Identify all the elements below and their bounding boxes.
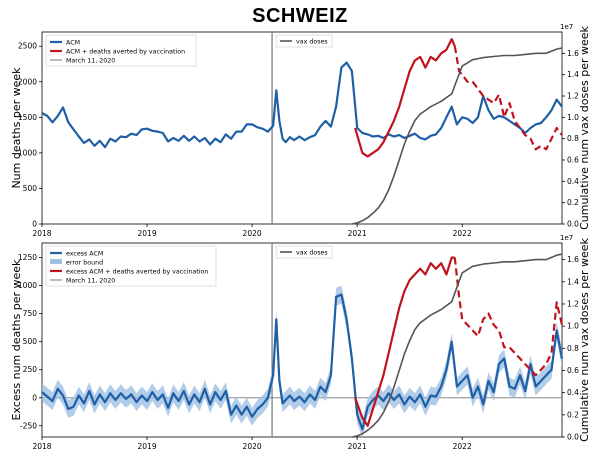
x-tick-label: 2021 (348, 442, 367, 451)
legend-label: March 11, 2020 (66, 277, 115, 284)
y2-tick-label: 1.6 (567, 255, 579, 264)
series-line-averted (453, 46, 563, 151)
series-line-averted (453, 257, 564, 377)
series-line-averted (354, 256, 455, 427)
y2-tick-label: 1.0 (567, 113, 579, 122)
legend-label: error bound (66, 259, 103, 266)
y2-tick-label: 1.4 (567, 70, 579, 79)
y-tick-label: -250 (20, 421, 37, 430)
y2-tick-label: 1.2 (567, 299, 579, 308)
series-line-acm (41, 293, 564, 431)
y2-exponent: 1e7 (560, 234, 573, 242)
y-tick-label: 1500 (18, 113, 37, 122)
y-tick-label: 0 (32, 393, 37, 402)
plot-frame (41, 242, 563, 438)
error-band (42, 285, 562, 439)
legend-left: ACM ACM + deaths averted by vaccination Ma… (45, 34, 197, 67)
x-tick-label: 2018 (32, 442, 51, 451)
y2-tick-label: 1.4 (567, 277, 579, 286)
legend-box (275, 245, 333, 259)
x-tick-label: 2022 (453, 442, 472, 451)
legend-box (45, 34, 197, 67)
x-tick-label: 2020 (243, 229, 262, 238)
legend-label: ACM + deaths averted by vaccination (66, 48, 185, 55)
y2-tick-label: 0.6 (567, 366, 579, 375)
y2-axis-label: Cumulative num vax doses per week (578, 237, 591, 441)
chart-panel-1: 2018 2019 2020 2021 2022 0 500 1000 1500 2000 2500… (10, 23, 591, 238)
y-tick-label: 1000 (18, 148, 37, 157)
y2-tick-label: 1.0 (567, 322, 579, 331)
y-tick-label: 0 (32, 220, 37, 229)
y-tick-label: 500 (23, 337, 38, 346)
x-tick-label: 2019 (138, 229, 157, 238)
y-axis-label: Num deaths per week (10, 67, 23, 189)
y-tick-label: 750 (23, 309, 38, 318)
y2-exponent: 1e7 (560, 23, 573, 31)
legend-label: vax doses (296, 249, 328, 256)
plot-frame (41, 31, 563, 225)
y2-tick-label: 0.0 (567, 433, 579, 442)
y2-tick-label: 0.8 (567, 344, 579, 353)
y2-tick-label: 0.2 (567, 410, 579, 419)
series-line-vax (351, 47, 563, 225)
y2-tick-label: 0.2 (567, 198, 579, 207)
series-line-vax (351, 253, 563, 438)
x-tick-label: 2019 (138, 442, 157, 451)
x-tick-label: 2021 (348, 229, 367, 238)
y2-tick-label: 0.4 (567, 388, 579, 397)
legend-right: vax doses (275, 245, 333, 259)
y-tick-label: 500 (23, 184, 38, 193)
legend-label: excess ACM + deaths averted by vaccinati… (66, 268, 208, 275)
chart-panel-2: 2018 2019 2020 2021 2022 -250 0 250 500 750 1000 12… (10, 234, 591, 451)
y2-tick-label: 1.6 (567, 49, 579, 58)
y2-axis-label: Cumulative num vax doses per week (578, 25, 591, 229)
y-tick-label: 2500 (18, 42, 37, 51)
legend-box (45, 245, 217, 287)
legend-label: March 11, 2020 (66, 57, 115, 64)
y2-tick-label: 0.8 (567, 134, 579, 143)
legend-swatch (50, 259, 62, 264)
y2-tick-label: 0.4 (567, 177, 579, 186)
x-tick-label: 2018 (32, 229, 51, 238)
legend-label: excess ACM (66, 250, 103, 257)
x-tick-label: 2020 (243, 442, 262, 451)
y-tick-label: 1250 (18, 253, 37, 262)
legend-left: excess ACM error bound excess ACM + deaths… (45, 245, 217, 287)
legend-box (275, 34, 333, 48)
y-tick-label: 1000 (18, 281, 37, 290)
series-line-averted (354, 38, 456, 158)
y2-tick-label: 0.6 (567, 156, 579, 165)
legend-label: vax doses (296, 38, 328, 45)
legend-right: vax doses (275, 34, 333, 48)
series-line-acm (41, 61, 563, 149)
chart-title: SCHWEIZ (252, 5, 348, 27)
y-axis-label: Excess num deaths per week (10, 259, 23, 420)
y2-tick-label: 1.2 (567, 92, 579, 101)
y-tick-label: 2000 (18, 77, 37, 86)
y-tick-label: 250 (23, 365, 38, 374)
x-tick-label: 2022 (453, 229, 472, 238)
legend-label: ACM (66, 39, 80, 46)
y2-tick-label: 0.0 (567, 220, 579, 229)
